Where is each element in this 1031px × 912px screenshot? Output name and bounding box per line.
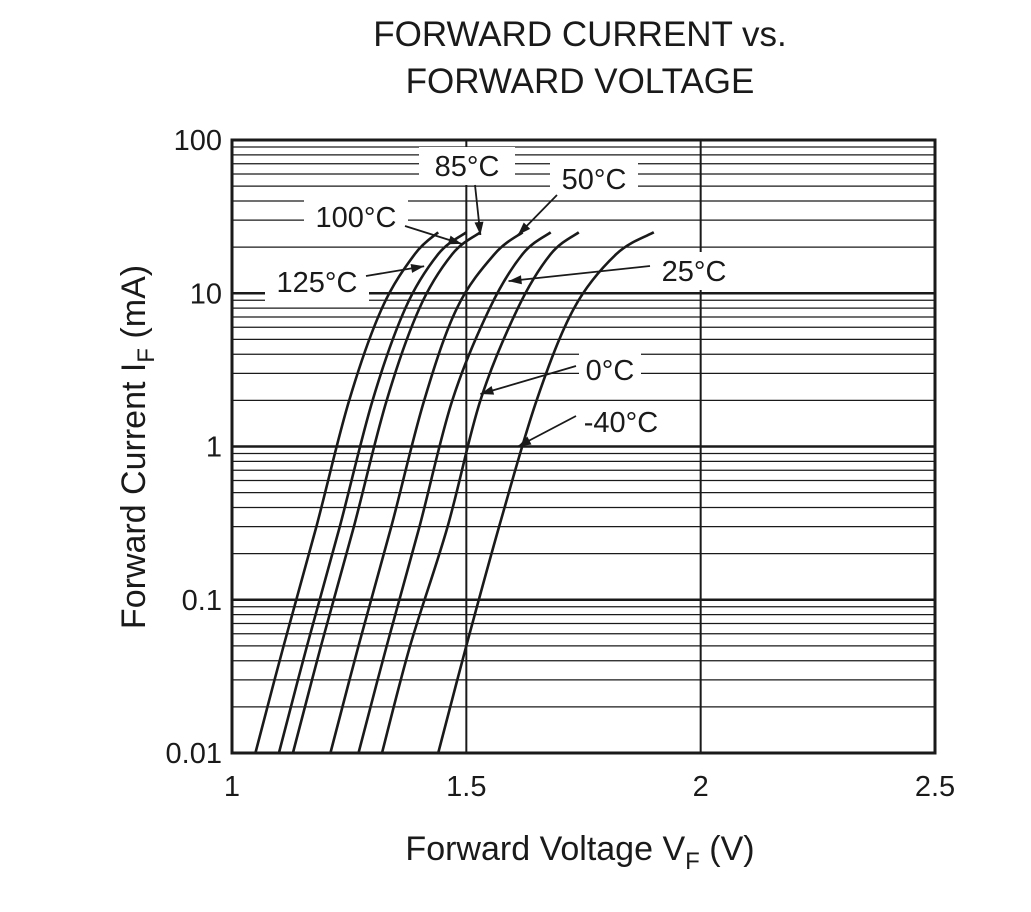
series-curves [254,231,655,754]
plot-frame [230,138,937,755]
annotation-label: 85°C [435,151,500,183]
x-tick-label: 1 [224,771,240,803]
annotation-85CC: 85°C [419,147,515,236]
x-axis-label: Forward Voltage VF (V) [405,830,754,875]
x-tick-label: 1.5 [446,771,486,803]
y-axis-label: Forward Current IF (mA) [115,265,160,629]
annotation-background [550,160,638,198]
y-tick-label: 0.1 [182,585,222,617]
series-line-50CC [329,231,524,754]
annotations: 85°C 50°C 100°C 125°C 25°C 0°C -40°C [265,147,736,448]
series-line-100CC [277,231,468,754]
annotation--40CC: -40°C [517,403,669,448]
chart-title: FORWARD CURRENT vs. FORWARD VOLTAGE [373,15,787,101]
arrowhead [447,235,462,245]
annotation-100CC: 100°C [304,198,462,245]
y-tick-labels: 0.01 0.1 1 10 100 [166,125,222,770]
y-tick-label: 10 [190,278,222,310]
series-line-0CC [380,231,580,754]
y-tick-label: 100 [174,125,222,157]
x-tick-label: 2 [693,771,709,803]
annotation-background [579,351,641,389]
x-tick-label: 2.5 [915,771,955,803]
y-tick-label: 0.01 [166,738,222,770]
arrowhead [517,436,532,447]
x-tick-labels: 1 1.5 2 2.5 [224,771,955,803]
annotation-leader [480,365,577,395]
annotation-background [573,403,669,441]
arrowhead [474,221,484,235]
annotation-background [304,198,408,236]
annotation-background [419,147,515,185]
annotation-50CC: 50°C [517,160,638,236]
chart-title-line2: FORWARD VOLTAGE [406,62,755,101]
y-tick-label: 1 [206,432,222,464]
annotation-label: 25°C [662,256,727,288]
series-line-125CC [254,231,440,754]
annotation-125CC: 125°C [265,263,425,301]
annotation-label: -40°C [584,407,658,439]
arrowhead [517,222,531,235]
annotation-background [652,252,736,290]
series-line--40CC [436,231,655,754]
annotation-leader [508,265,651,283]
chart-title-line1: FORWARD CURRENT vs. [373,15,787,54]
annotation-label: 0°C [586,355,635,387]
arrowhead [410,263,425,273]
annotation-label: 125°C [277,267,358,299]
annotation-label: 50°C [562,164,627,196]
annotation-0CC: 0°C [480,351,641,395]
series-line-85CC [291,231,482,754]
arrowhead [480,386,495,395]
arrowhead [508,275,522,285]
annotation-25CC: 25°C [508,252,736,290]
series-line-25CC [357,231,552,754]
annotation-label: 100°C [316,202,397,234]
annotation-background [265,263,369,301]
